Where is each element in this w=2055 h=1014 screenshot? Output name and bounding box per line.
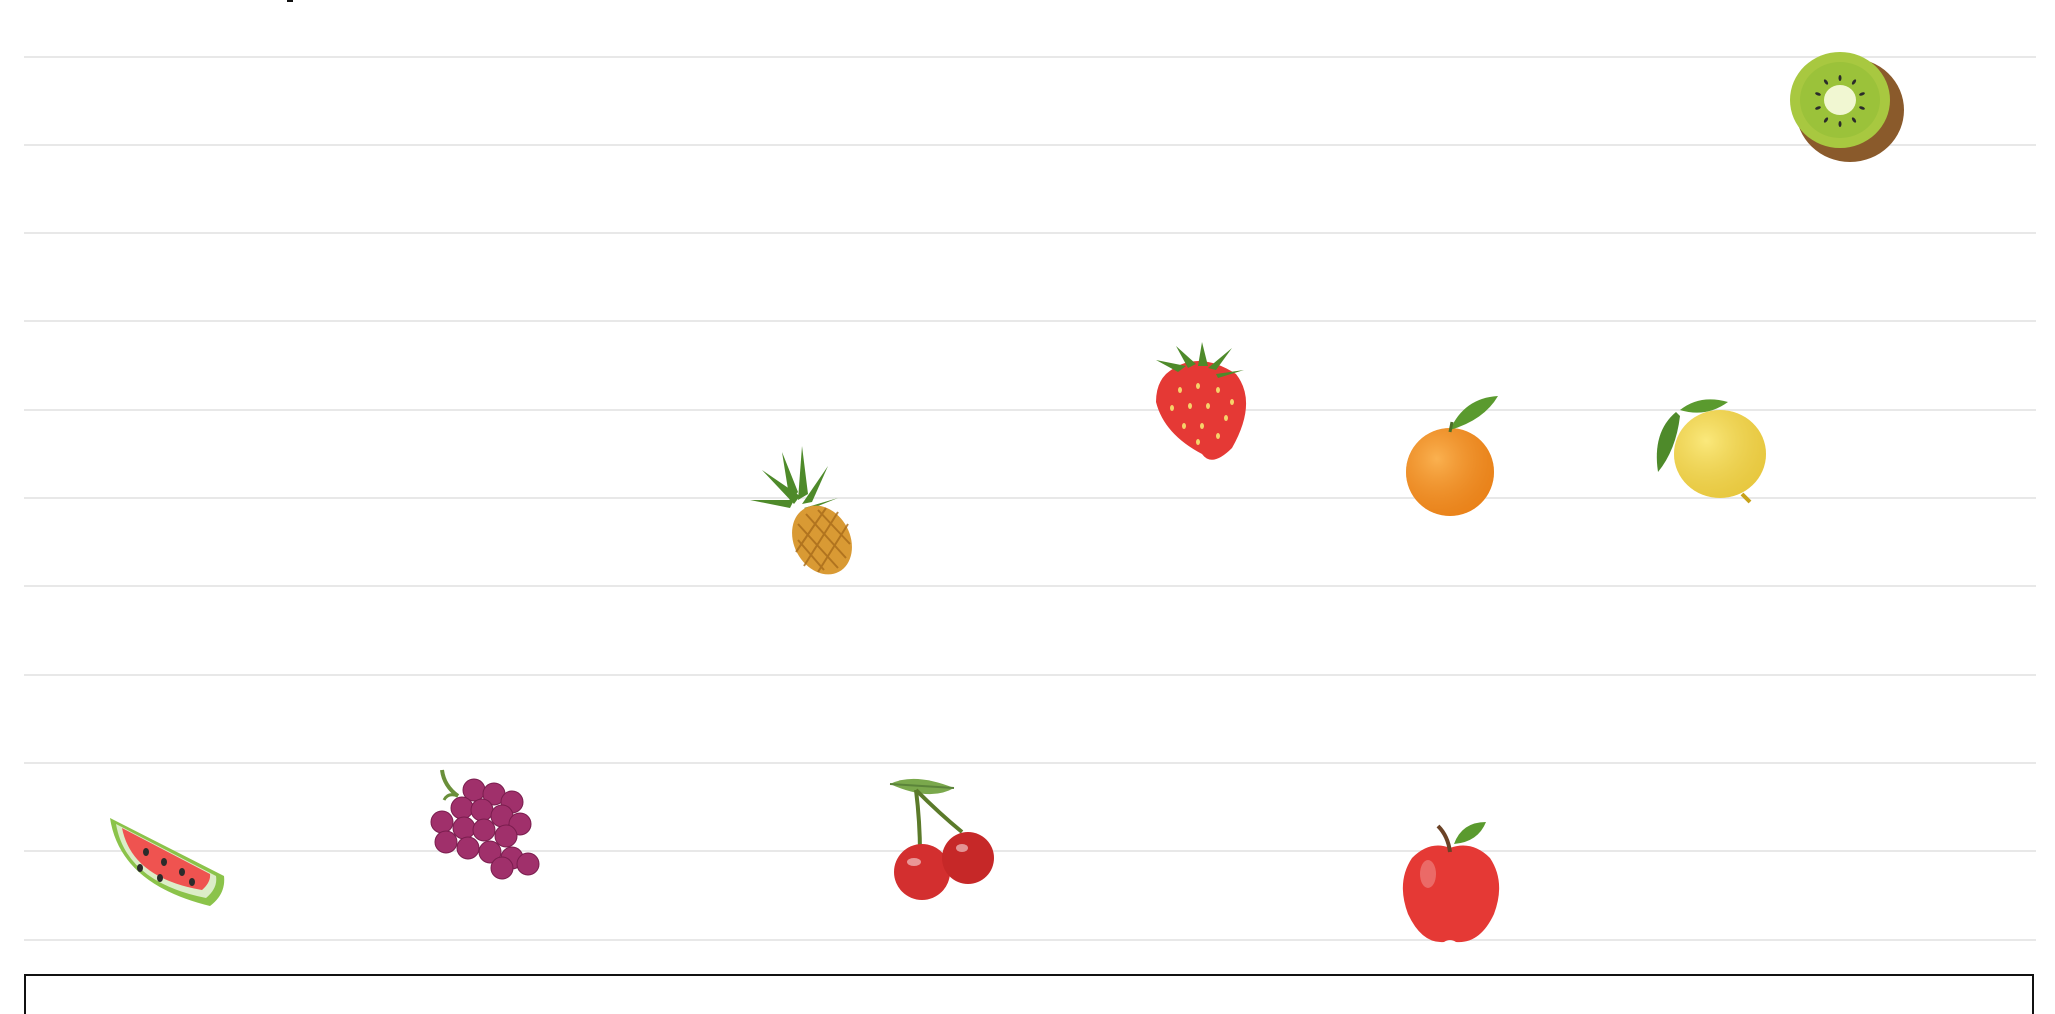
watermelon-icon[interactable] xyxy=(94,790,234,930)
cherries-icon[interactable] xyxy=(874,774,1014,914)
tangerine-icon[interactable] xyxy=(1394,388,1534,528)
pineapple-icon[interactable] xyxy=(742,444,882,584)
grid-line xyxy=(24,320,2036,322)
red-apple-icon[interactable] xyxy=(1394,818,1534,958)
baseline-frame xyxy=(24,974,2034,1014)
strawberry-icon[interactable] xyxy=(1136,338,1276,478)
grapes-icon[interactable] xyxy=(418,764,558,904)
grid-line xyxy=(24,585,2036,587)
grid-line xyxy=(24,56,2036,58)
grid-line xyxy=(24,497,2036,499)
grid-line xyxy=(24,762,2036,764)
title-fragment xyxy=(287,0,293,2)
grid-line xyxy=(24,232,2036,234)
lemon-icon[interactable] xyxy=(1650,390,1790,530)
grid-line xyxy=(24,409,2036,411)
grid-line xyxy=(24,939,2036,941)
grid-line xyxy=(24,144,2036,146)
grid-line xyxy=(24,674,2036,676)
grid-line xyxy=(24,850,2036,852)
kiwi-icon[interactable] xyxy=(1778,44,1918,184)
